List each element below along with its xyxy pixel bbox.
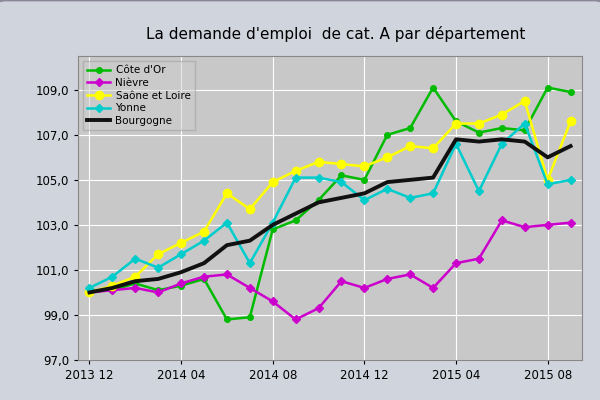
Bourgogne xyxy=(155,276,162,281)
Bourgogne xyxy=(86,290,93,295)
Nièvre xyxy=(475,256,482,261)
Côte d'Or xyxy=(338,173,345,178)
Nièvre xyxy=(178,281,185,286)
Côte d'Or xyxy=(430,85,437,90)
Yonne xyxy=(521,121,529,126)
Nièvre xyxy=(131,286,139,290)
Saône et Loire xyxy=(131,274,139,279)
Bourgogne xyxy=(178,270,185,274)
Nièvre xyxy=(200,274,208,279)
Côte d'Or xyxy=(223,317,230,322)
Yonne xyxy=(178,252,185,256)
Bourgogne xyxy=(315,200,322,205)
Côte d'Or xyxy=(269,227,277,232)
Text: La demande d'emploi  de cat. A par département: La demande d'emploi de cat. A par départ… xyxy=(146,26,526,42)
Yonne xyxy=(200,238,208,243)
Yonne xyxy=(498,142,505,146)
Bourgogne xyxy=(200,261,208,266)
Yonne xyxy=(292,175,299,180)
Bourgogne xyxy=(109,286,116,290)
Bourgogne xyxy=(498,137,505,142)
Yonne xyxy=(361,198,368,202)
Côte d'Or xyxy=(567,90,574,94)
Saône et Loire xyxy=(430,146,437,151)
Bourgogne xyxy=(292,211,299,216)
Côte d'Or xyxy=(498,126,505,130)
Yonne xyxy=(475,189,482,194)
Côte d'Or xyxy=(383,132,391,137)
Bourgogne xyxy=(131,279,139,284)
Line: Bourgogne: Bourgogne xyxy=(89,139,571,292)
Saône et Loire xyxy=(521,99,529,104)
Yonne xyxy=(567,178,574,182)
Nièvre xyxy=(292,317,299,322)
Côte d'Or xyxy=(155,288,162,292)
Line: Côte d'Or: Côte d'Or xyxy=(86,85,574,322)
Saône et Loire xyxy=(475,121,482,126)
Legend: Côte d'Or, Nièvre, Saône et Loire, Yonne, Bourgogne: Côte d'Or, Nièvre, Saône et Loire, Yonne… xyxy=(83,61,194,130)
Saône et Loire xyxy=(338,162,345,166)
Nièvre xyxy=(223,272,230,277)
Côte d'Or xyxy=(475,130,482,135)
Yonne xyxy=(109,274,116,279)
Yonne xyxy=(246,261,253,266)
Bourgogne xyxy=(567,144,574,148)
Nièvre xyxy=(521,225,529,230)
Saône et Loire xyxy=(407,144,414,148)
Saône et Loire xyxy=(315,160,322,164)
Yonne xyxy=(452,142,460,146)
Yonne xyxy=(131,256,139,261)
Saône et Loire xyxy=(155,252,162,256)
Nièvre xyxy=(86,290,93,295)
Côte d'Or xyxy=(131,281,139,286)
Côte d'Or xyxy=(246,315,253,320)
Saône et Loire xyxy=(246,207,253,212)
Bourgogne xyxy=(223,243,230,248)
Yonne xyxy=(315,175,322,180)
Bourgogne xyxy=(338,196,345,200)
Bourgogne xyxy=(544,155,551,160)
Yonne xyxy=(223,220,230,225)
Yonne xyxy=(86,286,93,290)
Bourgogne xyxy=(452,137,460,142)
Nièvre xyxy=(430,286,437,290)
Bourgogne xyxy=(407,178,414,182)
Bourgogne xyxy=(430,175,437,180)
Côte d'Or xyxy=(452,119,460,124)
Nièvre xyxy=(452,261,460,266)
Yonne xyxy=(383,186,391,191)
Yonne xyxy=(407,196,414,200)
Saône et Loire xyxy=(200,229,208,234)
Saône et Loire xyxy=(269,180,277,184)
Saône et Loire xyxy=(178,240,185,245)
Nièvre xyxy=(498,218,505,223)
Nièvre xyxy=(544,222,551,227)
Côte d'Or xyxy=(109,288,116,292)
Bourgogne xyxy=(246,238,253,243)
Yonne xyxy=(155,265,162,270)
Saône et Loire xyxy=(544,178,551,182)
Yonne xyxy=(544,182,551,187)
Nièvre xyxy=(109,288,116,292)
Nièvre xyxy=(315,306,322,311)
Yonne xyxy=(269,220,277,225)
Saône et Loire xyxy=(109,283,116,288)
Nièvre xyxy=(269,299,277,304)
Côte d'Or xyxy=(315,198,322,202)
Line: Saône et Loire: Saône et Loire xyxy=(85,97,575,297)
Côte d'Or xyxy=(361,178,368,182)
Yonne xyxy=(338,180,345,184)
Nièvre xyxy=(155,290,162,295)
Côte d'Or xyxy=(200,276,208,281)
Bourgogne xyxy=(475,139,482,144)
Saône et Loire xyxy=(567,119,574,124)
Saône et Loire xyxy=(383,155,391,160)
Côte d'Or xyxy=(292,218,299,223)
Nièvre xyxy=(246,286,253,290)
Saône et Loire xyxy=(452,121,460,126)
Saône et Loire xyxy=(361,164,368,169)
Saône et Loire xyxy=(223,191,230,196)
Line: Yonne: Yonne xyxy=(86,121,574,291)
Nièvre xyxy=(407,272,414,277)
